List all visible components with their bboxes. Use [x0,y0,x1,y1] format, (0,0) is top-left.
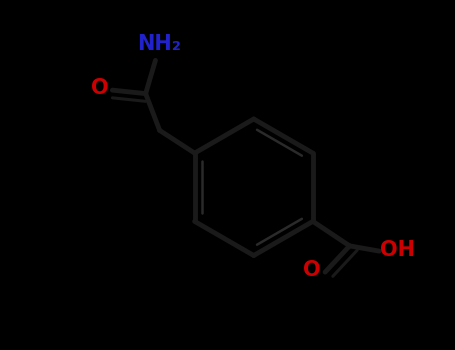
Text: O: O [303,260,321,280]
Text: OH: OH [380,240,415,260]
Text: O: O [91,78,109,98]
Text: NH₂: NH₂ [137,34,181,54]
